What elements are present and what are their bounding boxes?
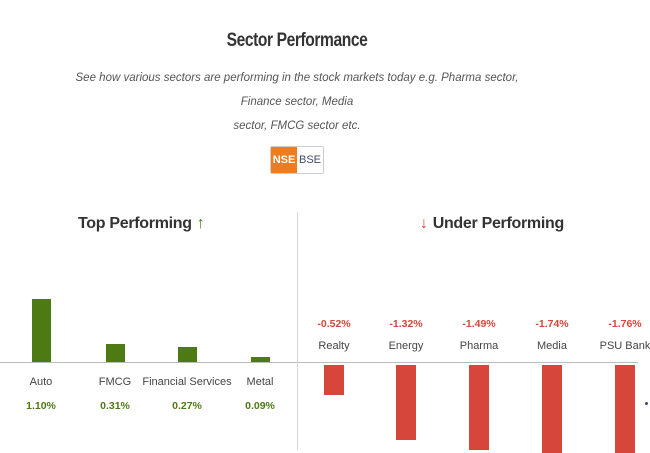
value-label-pharma: -1.49% — [462, 318, 496, 330]
value-label-realty: -0.52% — [317, 318, 351, 330]
nse-toggle-button[interactable]: NSE — [271, 147, 297, 173]
arrow-up-icon: ↑ — [196, 215, 205, 232]
category-label-psu-bank: PSU Bank — [599, 340, 650, 352]
section-divider — [297, 212, 298, 450]
value-label-metal: 0.09% — [245, 400, 275, 412]
category-label-fmcg: FMCG — [98, 376, 132, 388]
top-performing-heading[interactable]: Top Performing ↑ — [78, 215, 205, 233]
bar-psu-bank[interactable] — [615, 365, 635, 453]
bar-fmcg[interactable] — [106, 344, 125, 362]
subtitle-line-1: See how various sectors are performing i… — [75, 72, 519, 108]
exchange-toggle: NSE BSE — [270, 146, 324, 174]
bar-media[interactable] — [542, 365, 562, 453]
bar-financial-services[interactable] — [178, 346, 197, 362]
category-label-auto: Auto — [29, 376, 53, 388]
subtitle-line-2: sector, FMCG sector etc. — [233, 120, 361, 132]
top-performing-label: Top Performing — [78, 215, 192, 232]
category-label-realty: Realty — [318, 340, 350, 352]
category-label-energy: Energy — [388, 340, 424, 352]
value-label-auto: 1.10% — [26, 400, 56, 412]
under-performing-baseline — [298, 362, 638, 363]
under-performing-heading[interactable]: ↓ Under Performing — [420, 215, 564, 233]
scroll-indicator — [645, 402, 648, 405]
bar-metal[interactable] — [251, 356, 270, 362]
under-performing-label: Under Performing — [432, 215, 565, 232]
bar-realty[interactable] — [324, 365, 344, 395]
arrow-down-icon: ↓ — [420, 215, 428, 232]
bar-pharma[interactable] — [469, 365, 489, 450]
page-title: Sector Performance — [226, 30, 368, 51]
category-label-media: Media — [537, 340, 567, 352]
value-label-media: -1.74% — [535, 318, 569, 330]
value-label-energy: -1.32% — [389, 318, 423, 330]
category-label-pharma: Pharma — [459, 340, 499, 352]
page-subtitle: See how various sectors are performing i… — [60, 66, 534, 138]
category-label-financial-services: Financial Services — [142, 376, 232, 388]
bar-energy[interactable] — [396, 365, 416, 441]
top-performing-baseline — [0, 362, 297, 363]
bar-auto[interactable] — [32, 299, 51, 362]
category-label-metal: Metal — [246, 376, 274, 388]
value-label-fmcg: 0.31% — [100, 400, 130, 412]
value-label-financial-services: 0.27% — [172, 400, 202, 412]
value-label-psu-bank: -1.76% — [608, 318, 642, 330]
bse-toggle-button[interactable]: BSE — [297, 147, 323, 173]
